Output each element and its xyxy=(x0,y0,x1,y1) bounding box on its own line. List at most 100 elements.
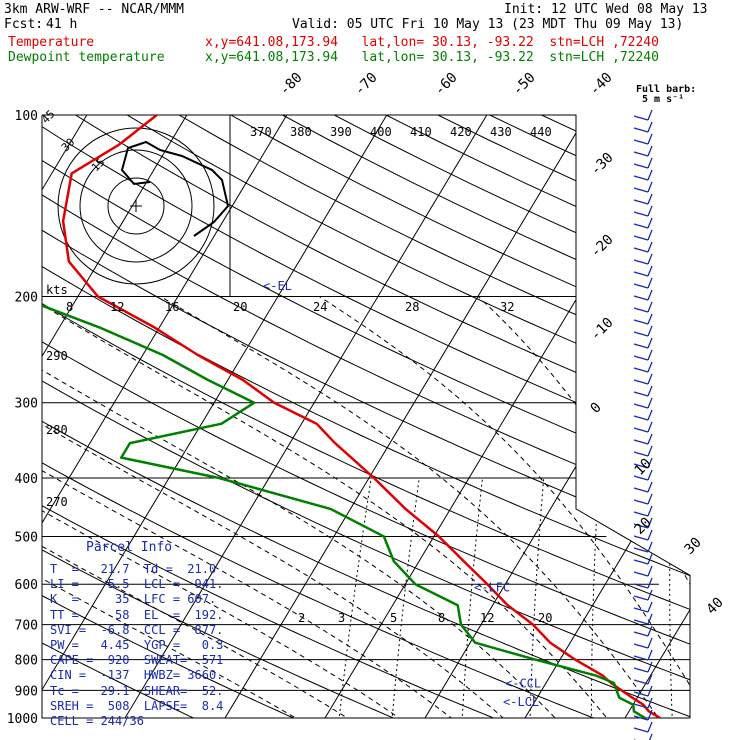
diagram-frame xyxy=(41,114,691,719)
theta-e-tick-label: 270 xyxy=(46,495,68,509)
wind-barb xyxy=(647,361,653,373)
pressure-tick-label: 300 xyxy=(15,397,38,412)
mixing-ratio-line xyxy=(529,477,545,718)
wind-barb-flag xyxy=(633,487,649,493)
mixing-ratio-tick-label: 16 xyxy=(165,300,179,314)
wind-barb xyxy=(647,697,653,709)
wind-barb xyxy=(647,505,653,517)
pressure-tick-label: 1000 xyxy=(7,712,38,727)
dry-adiabat-line xyxy=(282,115,690,718)
wind-barb xyxy=(647,529,653,541)
isotherm-line xyxy=(216,115,596,718)
wind-barb-flag xyxy=(633,367,649,373)
valid-time: Valid: 05 UTC Fri 10 May 13 (23 MDT Thu … xyxy=(292,17,684,32)
wind-barb-flag xyxy=(633,643,649,649)
wind-barb xyxy=(647,625,653,637)
wind-scale-units: 5 m s⁻¹ xyxy=(642,94,685,105)
mixing-ratio-tick-label: 24 xyxy=(313,300,327,314)
wind-barb xyxy=(647,397,653,409)
mixing-ratio-tick-label: 28 xyxy=(405,300,419,314)
wind-barb-flag xyxy=(633,163,649,169)
wind-barb xyxy=(647,457,653,469)
wind-barb xyxy=(647,433,653,445)
wind-barb-flag xyxy=(633,415,649,421)
wind-barb-flag xyxy=(633,595,649,601)
dry-adiabat-line xyxy=(75,115,690,718)
wind-barb xyxy=(647,589,653,601)
dry-adiabat-line xyxy=(42,115,424,718)
parcel-info-row: K = 35 LFC = 607. xyxy=(50,592,217,607)
mixing-ratio-line xyxy=(590,477,600,718)
pressure-tick-label: 100 xyxy=(15,109,38,124)
theta-tick-label: 420 xyxy=(450,125,472,139)
wind-barb xyxy=(647,517,653,529)
wind-barb-flag xyxy=(633,703,649,709)
wind-barb xyxy=(647,577,653,589)
isotherm-tick-label: -80 xyxy=(277,70,306,99)
wind-barb-flag xyxy=(633,223,649,229)
moist-adiabat-line xyxy=(605,296,690,718)
wind-barb xyxy=(647,445,653,457)
wind-barb xyxy=(647,205,653,217)
mixing-ratio-tick-label: 8 xyxy=(438,611,445,625)
wind-barb-flag xyxy=(633,115,649,121)
forecast-label: Fcst: xyxy=(4,17,44,32)
parcel-info-row: TT = 58 EL = 192. xyxy=(50,607,224,622)
isotherm-tick-label: -50 xyxy=(510,70,539,99)
pressure-tick-label: 400 xyxy=(15,472,38,487)
wind-barb xyxy=(647,193,653,205)
isotherm-tick-label: -20 xyxy=(588,232,617,261)
isotherm-tick-label: 40 xyxy=(704,595,727,618)
hodograph-ring xyxy=(107,177,165,235)
wind-barb xyxy=(647,157,653,169)
moist-adiabat-line xyxy=(42,296,318,718)
wind-barb-flag xyxy=(633,451,649,457)
mixing-ratio-tick-label: 32 xyxy=(500,300,514,314)
wind-barb xyxy=(647,373,653,385)
pressure-tick-label: 800 xyxy=(15,654,38,669)
theta-tick-label: 390 xyxy=(330,125,352,139)
isotherm-line xyxy=(717,102,740,731)
wind-barb-flag xyxy=(633,199,649,205)
moist-adiabat-line xyxy=(42,296,518,718)
dry-adiabat-line xyxy=(437,115,690,718)
dewpoint-legend-label: Dewpoint temperature xyxy=(8,50,165,65)
mixing-ratio-tick-label: 20 xyxy=(233,300,247,314)
isotherm-tick-label: 20 xyxy=(632,515,655,538)
wind-barb-flag xyxy=(633,331,649,337)
parcel-info-row: SREH = 508 LAPSE= 8.4 xyxy=(50,698,224,713)
lcl-label: <-LCL xyxy=(503,695,539,709)
wind-barb-flag xyxy=(633,679,649,685)
isotherm-tick-label: -60 xyxy=(432,70,461,99)
wind-barb xyxy=(647,121,653,133)
theta-tick-label: 430 xyxy=(490,125,512,139)
wind-barb xyxy=(647,553,653,565)
wind-barb xyxy=(647,601,653,613)
wind-barb-flag xyxy=(633,379,649,385)
hodograph-ring xyxy=(79,149,193,263)
isotherm-tick-label: -70 xyxy=(352,70,381,99)
wind-barb xyxy=(647,109,653,121)
parcel-info-row: LI = -5.5 LCL = 941. xyxy=(50,577,224,592)
wind-barb xyxy=(647,685,653,697)
isotherm-line xyxy=(116,115,496,718)
moist-adiabat-line xyxy=(42,296,468,718)
wind-barb-flag xyxy=(633,511,649,517)
dry-adiabat-line xyxy=(42,115,222,718)
wind-barb-flag xyxy=(633,307,649,313)
dry-adiabat-line xyxy=(42,115,690,718)
hodograph-units: kts xyxy=(46,283,68,297)
dry-adiabat-line xyxy=(42,115,323,718)
wind-barb-flag xyxy=(633,463,649,469)
wind-barb xyxy=(647,265,653,277)
dry-adiabat-line xyxy=(42,115,690,718)
wind-barb-flag xyxy=(633,631,649,637)
wind-barb xyxy=(647,541,653,553)
theta-tick-label: 400 xyxy=(370,125,392,139)
wind-barb-flag xyxy=(633,607,649,613)
init-time: Init: 12 UTC Wed 08 May 13 xyxy=(504,2,708,17)
wind-barb-flag xyxy=(633,211,649,217)
isotherm-tick-label: -10 xyxy=(588,315,617,344)
wind-barb xyxy=(647,481,653,493)
mixing-ratio-line xyxy=(669,477,674,718)
